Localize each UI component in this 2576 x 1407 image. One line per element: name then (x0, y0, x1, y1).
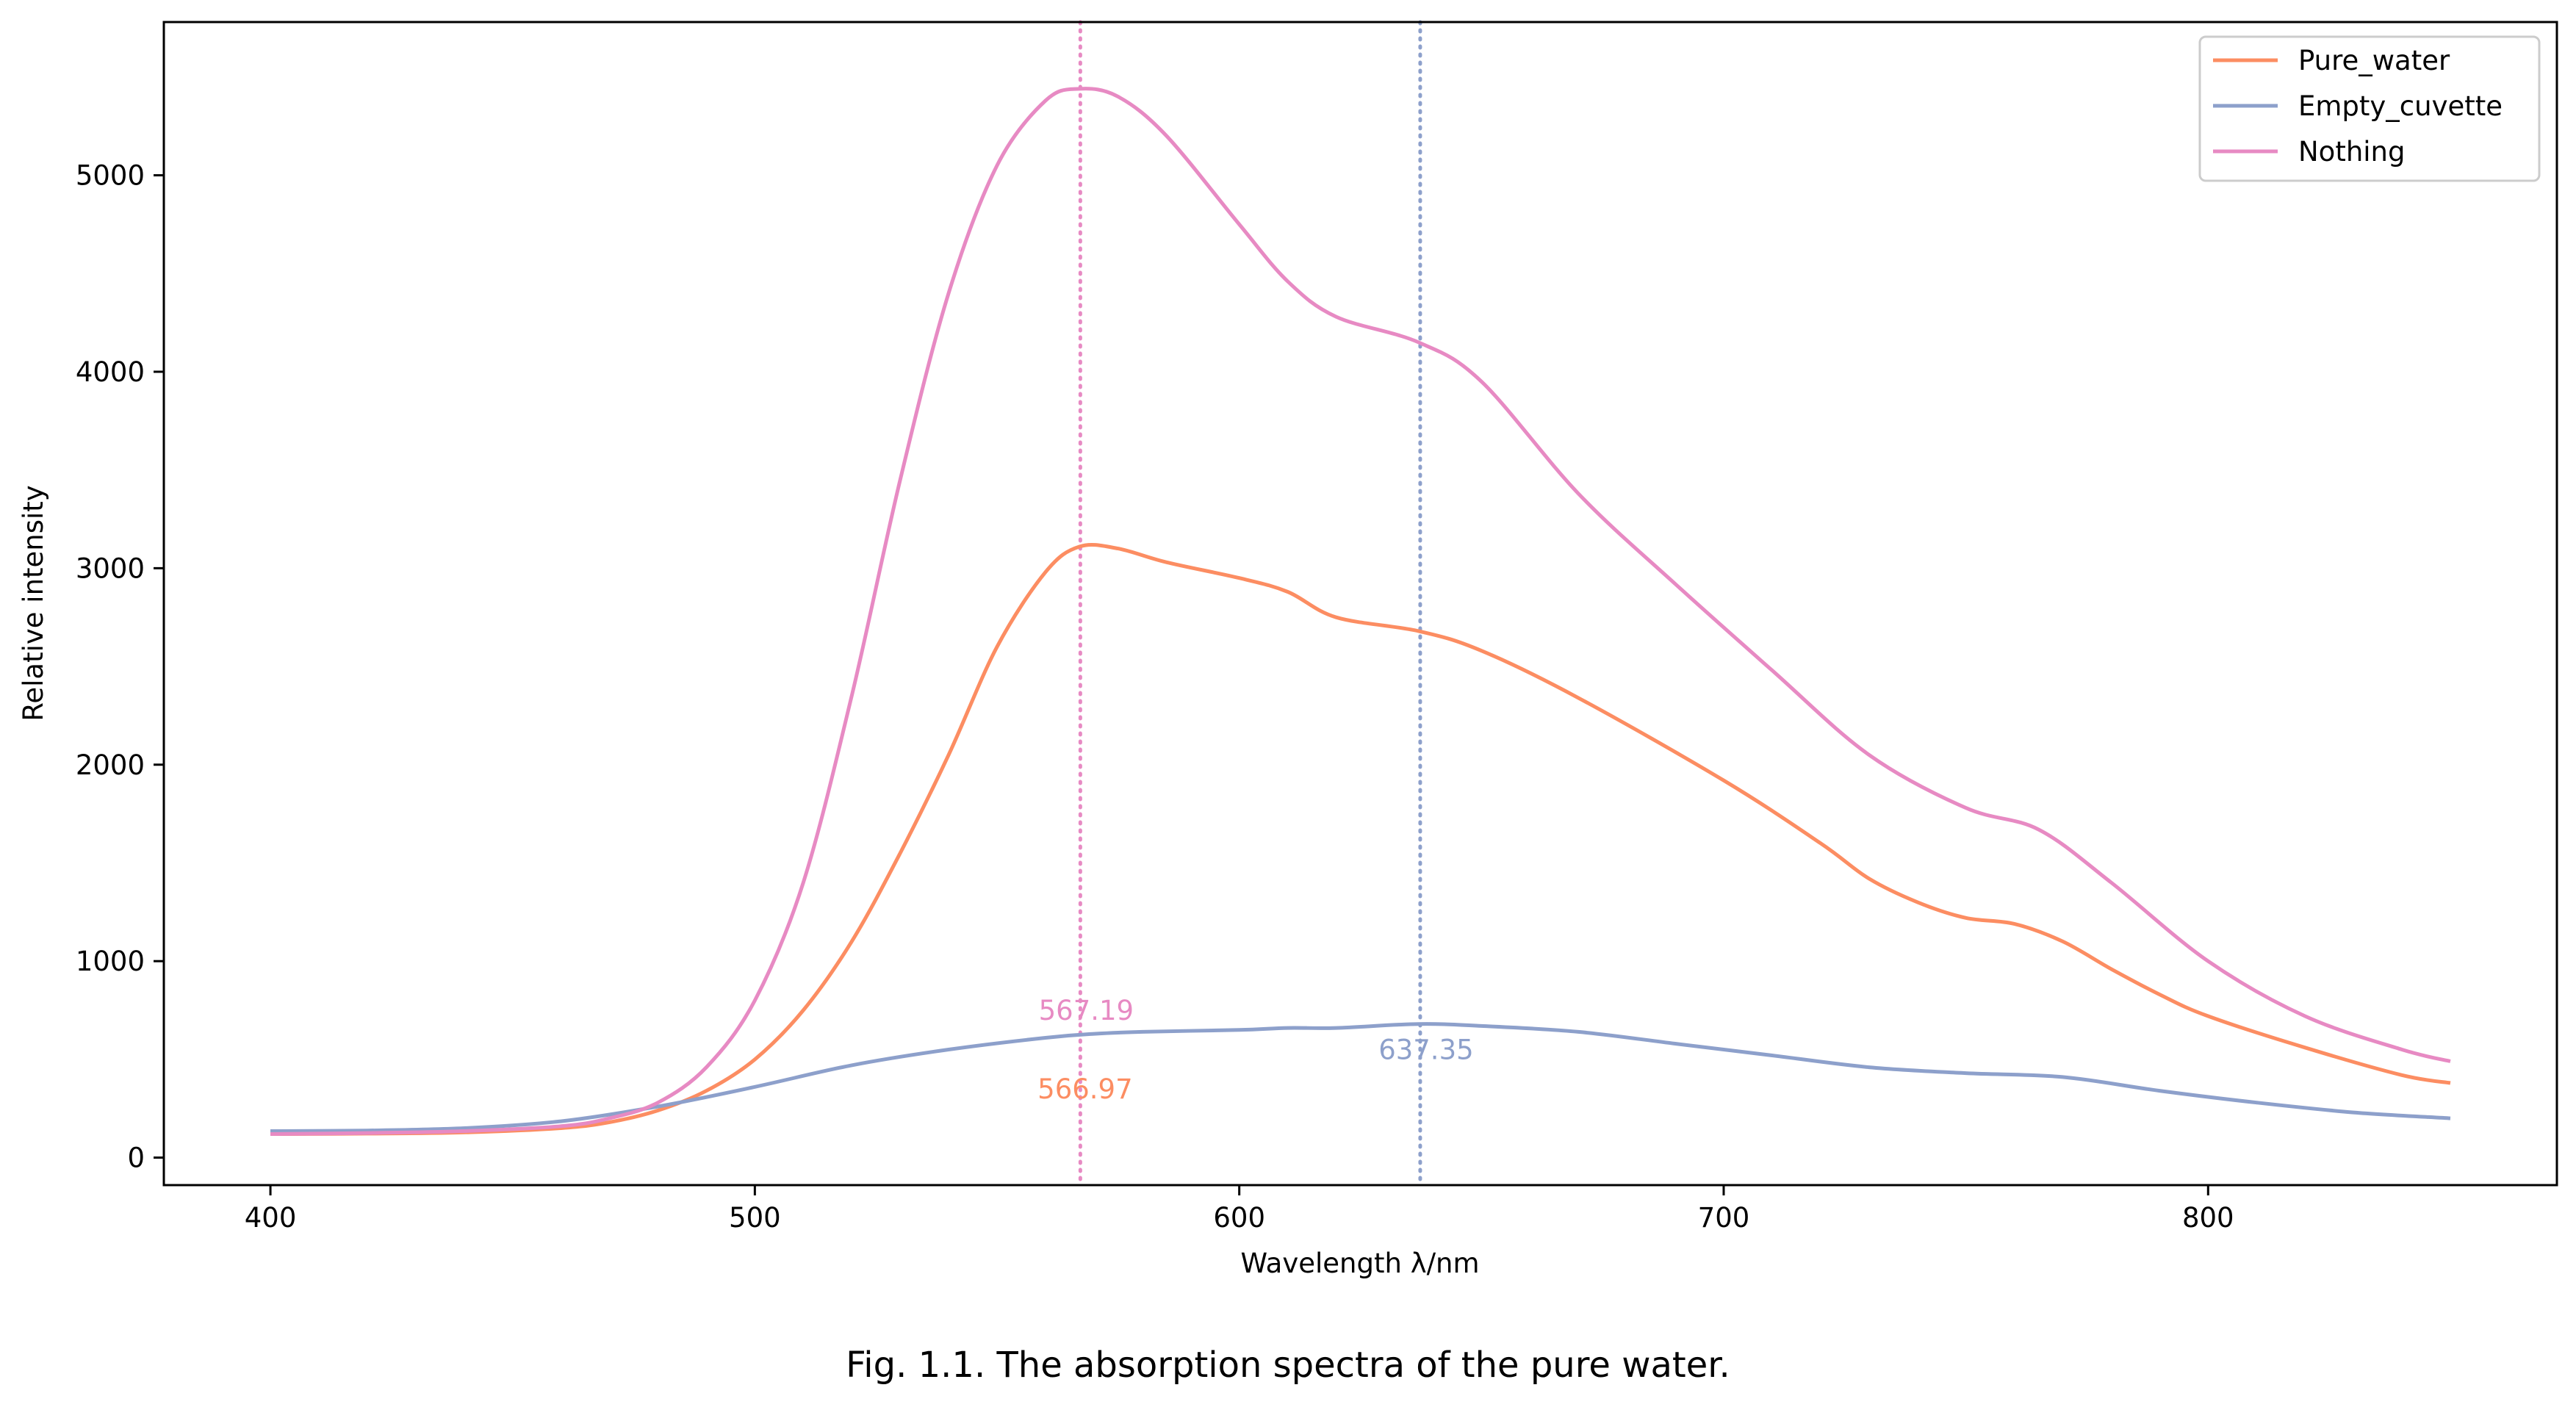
series-line-nothing (270, 87, 2451, 1136)
y-tick-label: 2000 (76, 749, 145, 781)
plot-frame (162, 21, 2558, 1187)
x-tick-label: 400 (245, 1202, 297, 1234)
y-tick-label: 5000 (76, 160, 145, 192)
figure-caption: Fig. 1.1. The absorption spectra of the … (846, 1345, 1730, 1386)
y-tick-label: 1000 (76, 946, 145, 977)
series-layer (270, 87, 2451, 1136)
legend: Pure_water Empty_cuvette Nothing (2198, 35, 2541, 182)
series-line-empty-cuvette (270, 1022, 2451, 1133)
y-axis-label: Relative intensity (18, 485, 49, 721)
annotation-label: 637.35 (1378, 1034, 1473, 1065)
annotation-label: 567.19 (1039, 995, 1134, 1026)
legend-label: Nothing (2298, 136, 2406, 168)
x-axis-label: Wavelength λ/nm (1240, 1248, 1479, 1279)
y-tick-label: 3000 (76, 553, 145, 584)
annotation-label: 566.97 (1037, 1073, 1132, 1105)
x-tick-label: 700 (1698, 1202, 1750, 1234)
annotations: 567.19 566.97 637.35 (1037, 995, 1473, 1105)
x-tick-label: 500 (729, 1202, 781, 1234)
plot-area (164, 22, 2557, 1185)
x-tick-label: 600 (1213, 1202, 1265, 1234)
legend-label: Empty_cuvette (2298, 90, 2503, 122)
y-tick-label: 0 (127, 1142, 145, 1174)
reference-lines (1078, 20, 1422, 1187)
x-axis-ticks: 400 500 600 700 800 (245, 1185, 2234, 1234)
y-axis-ticks: 0 1000 2000 3000 4000 5000 (76, 160, 164, 1174)
x-tick-label: 800 (2182, 1202, 2234, 1234)
series-line-pure-water (270, 543, 2451, 1136)
y-tick-label: 4000 (76, 356, 145, 388)
legend-label: Pure_water (2298, 45, 2450, 76)
legend-frame (2198, 35, 2541, 182)
